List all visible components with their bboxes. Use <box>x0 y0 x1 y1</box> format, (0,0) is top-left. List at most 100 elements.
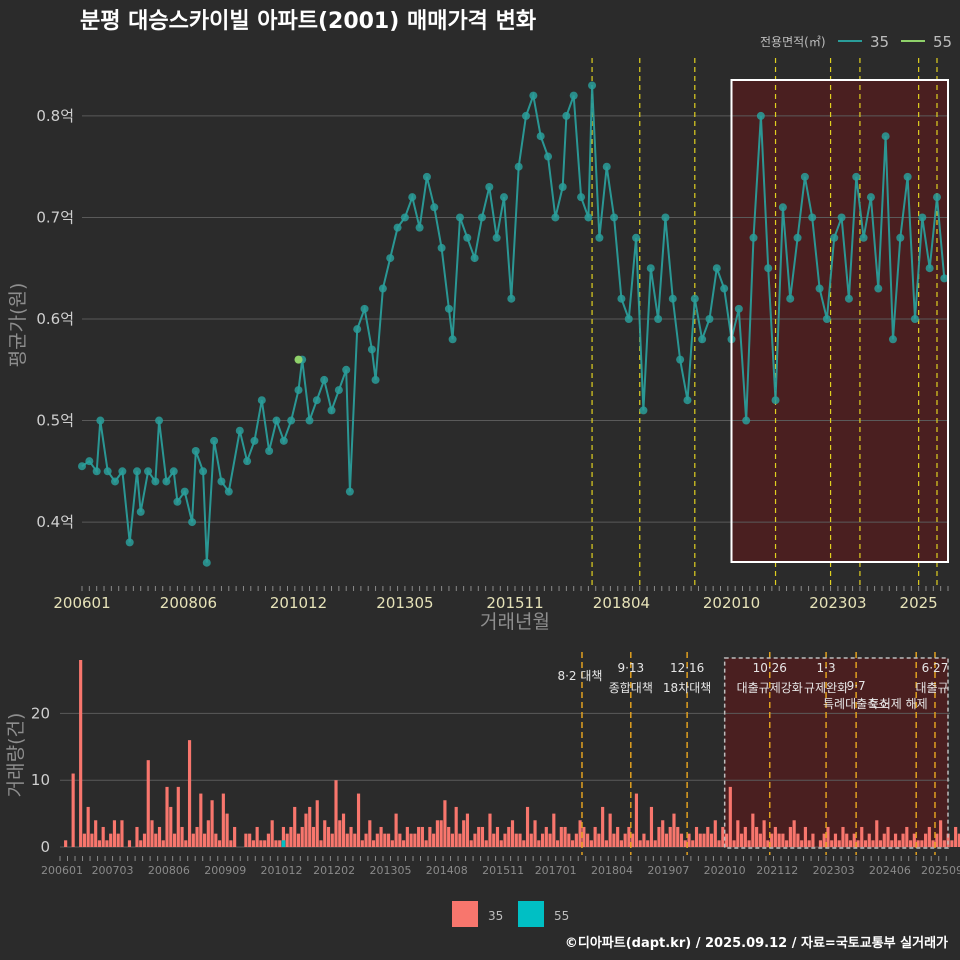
volume-bar-35 <box>465 813 470 847</box>
price-point-35-44 <box>371 375 380 384</box>
volume-bar-35 <box>717 840 721 847</box>
volume-bar-35 <box>187 740 192 847</box>
price-point-35-116 <box>888 335 897 344</box>
volume-bar-35 <box>777 833 781 847</box>
volume-bar-35 <box>495 826 500 847</box>
price-x-axis-label: 거래년월 <box>480 611 550 633</box>
volume-bar-35 <box>285 833 289 847</box>
volume-x-tick-0: 200601 <box>41 864 83 877</box>
volume-bar-35 <box>803 826 807 847</box>
volume-bar-35 <box>905 826 909 847</box>
volume-bar-35 <box>135 826 139 847</box>
volume-bar-35 <box>908 840 913 847</box>
volume-bar-35 <box>582 826 586 847</box>
price-point-35-114 <box>874 284 883 293</box>
price-point-35-42 <box>360 304 369 313</box>
volume-bar-35 <box>428 826 432 847</box>
volume-x-tick-6: 201305 <box>369 864 411 877</box>
price-point-35-31 <box>287 416 296 425</box>
volume-bar-35 <box>311 826 316 847</box>
price-point-35-96 <box>742 416 751 425</box>
price-x-tick-4: 201511 <box>486 594 543 612</box>
volume-bar-35 <box>954 826 958 847</box>
price-series-35-points <box>78 81 949 567</box>
volume-bar-35 <box>116 833 120 847</box>
volume-bar-35 <box>800 840 804 847</box>
price-point-35-119 <box>910 315 919 323</box>
volume-bar-35 <box>728 786 732 847</box>
annotation-date-1: 9·13 <box>617 661 644 675</box>
volume-bar-35 <box>172 833 177 847</box>
volume-bar-35 <box>349 826 353 847</box>
volume-bar-35 <box>631 833 635 847</box>
volume-bar-35 <box>916 840 920 847</box>
volume-x-tick-8: 201511 <box>482 864 524 877</box>
price-point-35-100 <box>771 396 780 405</box>
volume-x-tick-10: 201804 <box>591 864 633 877</box>
volume-bar-35 <box>687 833 691 847</box>
annotation-label-0: 8·2 대책 <box>557 668 602 683</box>
volume-bar-35 <box>950 840 954 847</box>
volume-bar-35 <box>833 833 838 847</box>
price-point-35-52 <box>430 203 439 212</box>
volume-bar-35 <box>514 833 518 847</box>
volume-bar-35 <box>788 826 792 847</box>
price-point-35-48 <box>400 213 409 222</box>
volume-bar-35 <box>518 833 522 847</box>
volume-bar-35 <box>661 820 665 847</box>
volume-bar-35 <box>706 826 710 847</box>
price-point-35-15 <box>173 497 182 506</box>
volume-bar-35 <box>848 840 853 847</box>
volume-bar-35 <box>702 833 706 847</box>
volume-x-tick-12: 202010 <box>704 864 746 877</box>
annotation-label-1: 종합대책 <box>609 680 653 695</box>
legend-top-label-55: 55 <box>933 33 952 51</box>
price-point-35-73 <box>577 193 586 202</box>
legend-bottom: 35 55 <box>452 901 569 927</box>
price-point-35-24 <box>235 426 244 435</box>
annotation-label-7: 대출규 <box>915 681 948 695</box>
volume-bar-35 <box>120 820 124 847</box>
volume-bar-35 <box>417 826 421 847</box>
price-point-35-90 <box>698 335 707 344</box>
volume-bar-35 <box>199 793 203 847</box>
volume-bar-35 <box>413 833 417 847</box>
volume-y-tick-1: 10 <box>31 771 50 789</box>
price-panel: 0.4억 0.5억 0.6억 0.7억 0.8억 200601 200806 201012 20… <box>7 58 949 633</box>
volume-x-tick-2: 200806 <box>148 864 190 877</box>
volume-bar-35 <box>946 833 950 847</box>
volume-bar-35 <box>567 833 571 847</box>
volume-bar-35 <box>420 826 424 847</box>
price-point-35-87 <box>676 355 685 364</box>
volume-bar-35 <box>841 826 845 847</box>
price-series-35-line <box>81 85 946 563</box>
price-point-35-49 <box>408 193 417 202</box>
volume-highlight-fill <box>724 658 948 848</box>
volume-bar-35 <box>218 840 222 847</box>
price-point-35-45 <box>378 284 387 293</box>
volume-bar-35 <box>387 833 391 847</box>
price-point-35-110 <box>844 294 853 303</box>
volume-bar-35 <box>698 833 702 847</box>
volume-bar-35 <box>608 813 612 847</box>
volume-bar-35 <box>676 826 680 847</box>
volume-bar-35 <box>747 840 751 847</box>
volume-bar-35 <box>574 833 578 847</box>
volume-bar-35 <box>161 840 165 847</box>
volume-bar-35 <box>548 833 552 847</box>
price-point-35-88 <box>683 396 692 405</box>
price-point-35-34 <box>305 416 314 425</box>
price-point-35-101 <box>778 203 787 212</box>
annotation-date-4: 1·3 <box>817 661 836 675</box>
price-point-35-47 <box>393 223 402 232</box>
price-point-35-74 <box>584 213 593 222</box>
volume-bar-35 <box>300 826 304 847</box>
volume-bar-35 <box>871 840 875 847</box>
volume-bar-35 <box>379 826 383 847</box>
price-point-35-35 <box>312 396 321 405</box>
volume-bar-35 <box>533 820 537 847</box>
volume-bar-35 <box>886 826 890 847</box>
price-point-35-71 <box>562 111 571 120</box>
price-point-35-30 <box>279 436 288 445</box>
price-point-35-37 <box>327 406 336 415</box>
